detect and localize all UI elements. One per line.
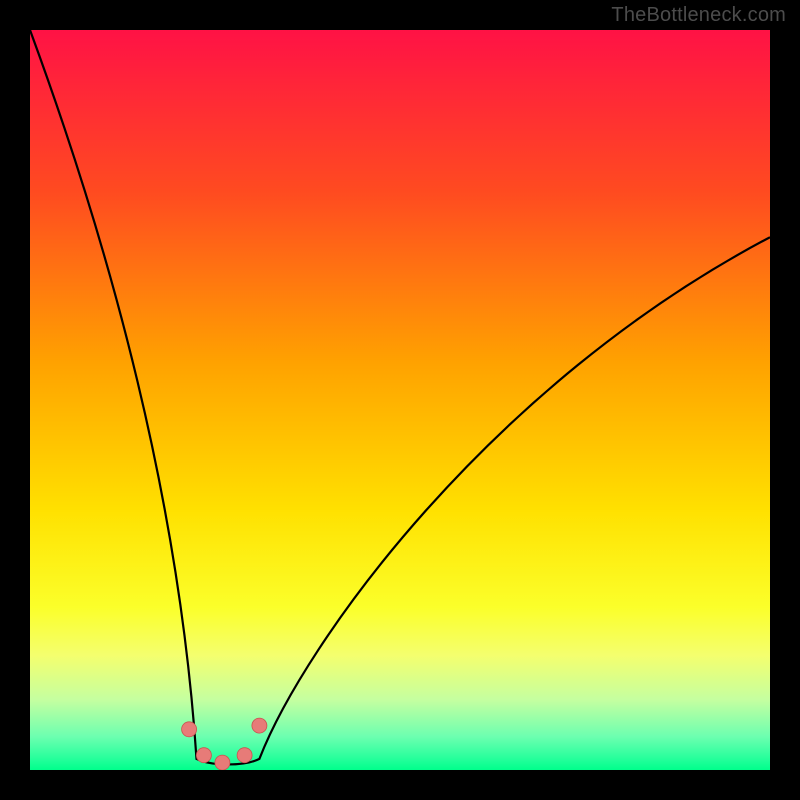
marker-point	[182, 722, 197, 737]
watermark-text: TheBottleneck.com	[611, 4, 786, 27]
marker-point	[237, 748, 252, 763]
chart-stage: TheBottleneck.com	[0, 0, 800, 800]
marker-point	[252, 718, 267, 733]
curve-svg	[30, 30, 770, 770]
bottleneck-curve	[30, 30, 770, 764]
marker-point	[215, 755, 230, 770]
marker-point	[196, 748, 211, 763]
plot-area	[30, 30, 770, 770]
